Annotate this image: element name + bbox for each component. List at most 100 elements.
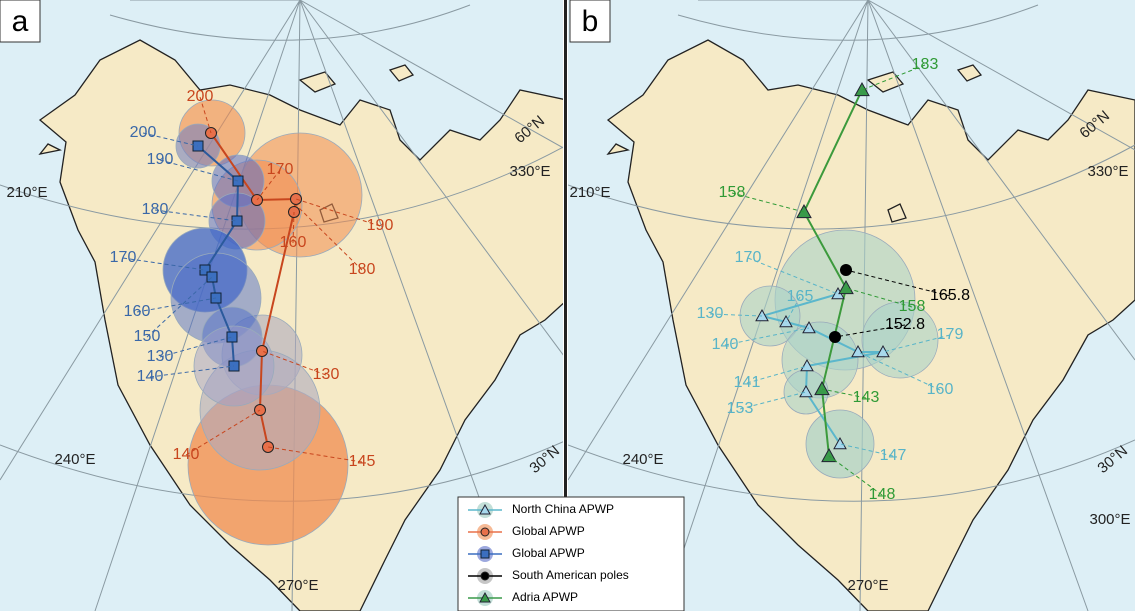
legend-marker (480, 527, 490, 537)
age-label: 160 (124, 303, 151, 320)
leader-line (845, 287, 913, 308)
legend-marker (479, 591, 491, 603)
graticule-label: 210°E (6, 184, 47, 201)
age-label: 147 (880, 447, 907, 464)
age-label: 150 (134, 328, 161, 345)
age-label: 165.8 (930, 287, 970, 304)
legend-marker (479, 503, 491, 515)
leader-line (185, 409, 261, 456)
age-label: 140 (137, 368, 164, 385)
graticule-label: 210°E (569, 184, 610, 201)
panel-label-box (569, 0, 611, 43)
leader-line (828, 455, 883, 496)
legend-marker (480, 571, 490, 581)
leader-line (267, 446, 363, 463)
triangle-marker (854, 81, 870, 97)
leader-line (861, 64, 926, 91)
square-marker (231, 215, 243, 227)
leader-line (292, 211, 295, 244)
square-marker (206, 271, 218, 283)
graticule-label: 270°E (277, 577, 318, 594)
leader-line (136, 297, 217, 313)
legend-label: Adria APWP (512, 590, 578, 604)
triangle-marker (821, 447, 837, 463)
graticule-label: 240°E (622, 451, 663, 468)
graticule-label: 240°E (54, 451, 95, 468)
graticule-label: 270°E (847, 577, 888, 594)
leader-line (857, 351, 941, 391)
age-label: 148 (869, 486, 896, 503)
leader-line (142, 132, 199, 147)
age-label: 200 (187, 88, 214, 105)
age-label: 130 (147, 348, 174, 365)
triangle-marker (799, 384, 813, 398)
graticule-label: 330°E (509, 163, 550, 180)
leader-line (146, 276, 213, 338)
circle-marker (290, 193, 302, 205)
panel-label: b (582, 5, 599, 38)
age-label: 140 (173, 446, 200, 463)
leader-line (295, 198, 381, 227)
age-label: 165 (787, 288, 814, 305)
leader-line (149, 365, 235, 378)
age-label: 179 (937, 326, 964, 343)
age-label: 170 (110, 249, 137, 266)
leader-line (834, 324, 906, 338)
circle-marker (256, 345, 268, 357)
confidence-circle (861, 301, 939, 379)
age-label: 170 (735, 249, 762, 266)
age-label: 183 (912, 56, 939, 73)
age-label: 180 (349, 261, 376, 278)
leader-line (724, 327, 810, 346)
legend-marker (480, 549, 490, 559)
age-label: 158 (719, 184, 746, 201)
triangle-marker (802, 320, 816, 334)
leader-line (731, 192, 805, 213)
age-label: 190 (367, 217, 394, 234)
age-label: 152.8 (885, 316, 925, 333)
leader-line (821, 388, 867, 399)
graticule-label: 300°E (1089, 511, 1130, 528)
age-label: 130 (313, 366, 340, 383)
leader-line (159, 336, 233, 358)
leader-line (261, 350, 327, 376)
leader-line (739, 391, 807, 410)
leader-line (785, 296, 801, 323)
age-label: 170 (267, 161, 294, 178)
leader-line (709, 313, 763, 317)
panel-label-box (0, 0, 41, 43)
age-label: 153 (727, 400, 754, 417)
triangle-marker (833, 436, 847, 450)
triangle-marker (838, 279, 854, 295)
age-label: 180 (142, 201, 169, 218)
age-label: 190 (147, 151, 174, 168)
age-label: 200 (130, 124, 157, 141)
graticule-label: 330°E (1087, 163, 1128, 180)
leader-line (746, 365, 808, 384)
leader-line (839, 443, 894, 457)
age-label: 145 (349, 453, 376, 470)
age-label: 140 (712, 336, 739, 353)
legend-label: North China APWP (512, 502, 614, 516)
square-marker (226, 331, 238, 343)
age-label: 160 (927, 381, 954, 398)
confidence-circle (739, 285, 801, 347)
legend-label: Global APWP (512, 546, 585, 560)
leader-line (845, 269, 951, 297)
panel-label: a (12, 5, 29, 38)
leader-line (256, 169, 281, 201)
legend-label: Global APWP (512, 524, 585, 538)
triangle-marker (851, 344, 865, 358)
age-label: 160 (280, 234, 307, 251)
leader-line (882, 334, 951, 353)
leader-line (747, 257, 839, 295)
leader-line (295, 204, 363, 271)
circle-marker (262, 441, 274, 453)
age-label: 158 (899, 298, 926, 315)
leader-line (199, 96, 212, 134)
square-marker (199, 264, 211, 276)
triangle-marker (814, 380, 830, 396)
age-label: 130 (697, 305, 724, 322)
triangle-marker (800, 358, 814, 372)
